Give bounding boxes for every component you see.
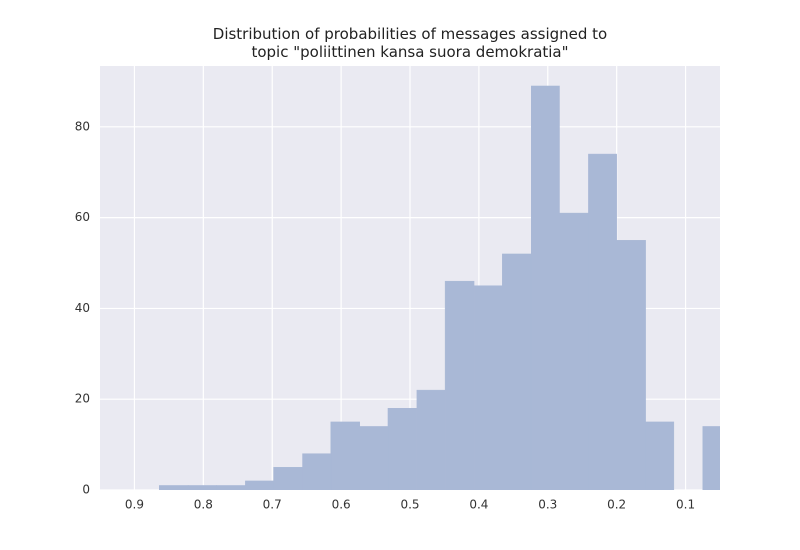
bar: [359, 426, 389, 490]
x-tick-label: 0.2: [607, 498, 626, 512]
bar: [330, 421, 360, 490]
bar: [588, 153, 617, 490]
bar: [502, 253, 532, 490]
x-tick-label: 0.1: [676, 498, 695, 512]
y-tick-label: 40: [75, 301, 90, 315]
bar: [158, 485, 189, 490]
bar: [559, 212, 589, 490]
bar: [302, 453, 332, 490]
x-tick-label: 0.3: [538, 498, 557, 512]
bar: [273, 467, 303, 490]
bar: [416, 389, 446, 490]
x-tick-label: 0.9: [125, 498, 144, 512]
bar: [216, 485, 246, 490]
x-tick-label: 0.7: [263, 498, 282, 512]
bar: [444, 280, 475, 490]
x-tick-label: 0.4: [469, 498, 488, 512]
x-tick-label: 0.8: [194, 498, 213, 512]
x-tick-label: 0.6: [332, 498, 351, 512]
y-tick-label: 80: [75, 119, 90, 133]
chart-title: Distribution of probabilities of message…: [212, 25, 608, 61]
bar: [187, 485, 217, 490]
bar: [387, 408, 418, 490]
x-tick-label: 0.5: [400, 498, 419, 512]
y-tick-label: 20: [75, 392, 90, 406]
bar: [245, 480, 274, 490]
bar: [473, 285, 503, 490]
bar: [702, 426, 720, 490]
y-tick-label: 60: [75, 210, 90, 224]
bar: [645, 421, 675, 490]
bar: [616, 240, 646, 490]
y-tick-label: 0: [82, 483, 90, 497]
bar: [530, 85, 560, 490]
